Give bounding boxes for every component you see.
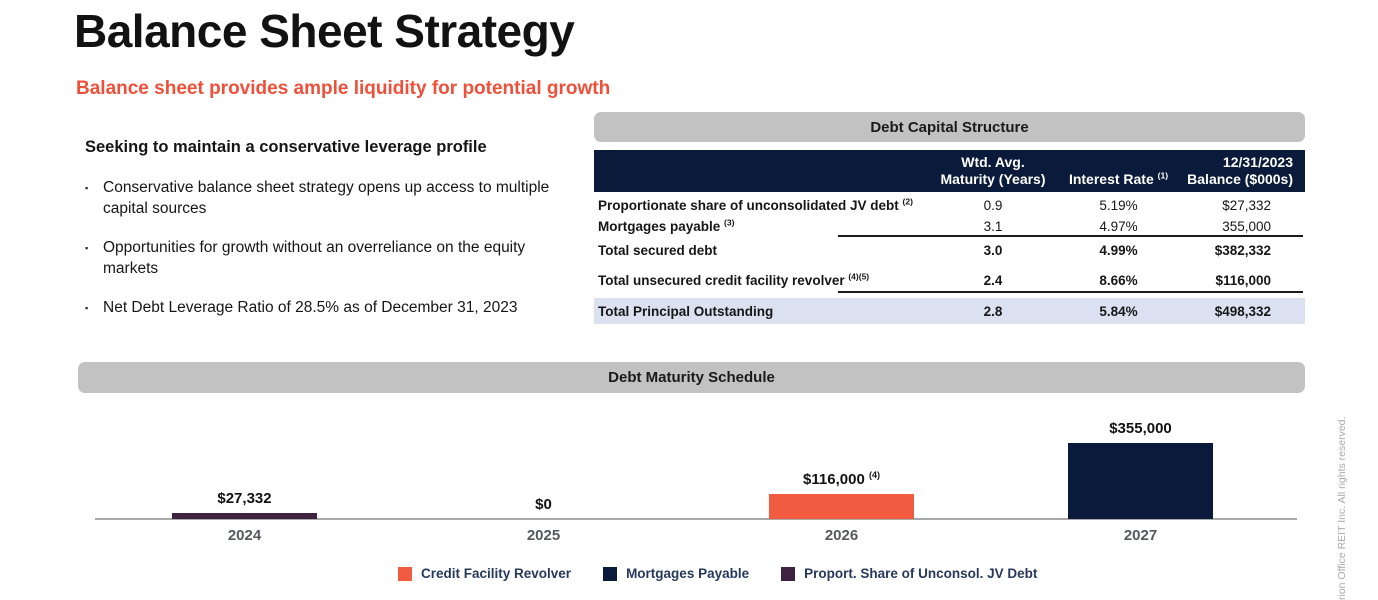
- page-subtitle: Balance sheet provides ample liquidity f…: [76, 78, 611, 99]
- x-axis-tick-2025: 2025: [526, 527, 561, 544]
- legend-swatch-navy: [603, 566, 618, 581]
- header-cell-maturity: Wtd. Avg. Maturity (Years): [940, 153, 1046, 187]
- bar-group-2026: $116,000 (4): [769, 379, 914, 519]
- x-axis-tick-2027: 2027: [1123, 527, 1158, 544]
- vertical-copyright-text: rion Office REIT Inc. All rights reserve…: [1336, 416, 1348, 600]
- legend-item-jv-debt: Proport. Share of Unconsol. JV Debt: [781, 566, 1037, 581]
- leverage-profile-section: Seeking to maintain a conservative lever…: [85, 138, 563, 335]
- bullet-icon: ▪: [85, 183, 89, 193]
- debt-table-header-row: Wtd. Avg. Maturity (Years) Interest Rate…: [594, 150, 1305, 192]
- table-divider-line: [838, 235, 1303, 237]
- legend-swatch-orange: [398, 566, 412, 581]
- bar-mortgages-2027: [1068, 443, 1213, 519]
- section-heading: Seeking to maintain a conservative lever…: [85, 138, 487, 156]
- bullet-item: ▪ Net Debt Leverage Ratio of 28.5% as of…: [85, 297, 563, 318]
- bar-value-label: $355,000: [1109, 420, 1172, 437]
- panel-title: Debt Capital Structure: [870, 118, 1029, 136]
- bar-group-2025: $0: [471, 379, 616, 519]
- x-axis-tick-2026: 2026: [824, 527, 859, 544]
- chart-legend: Credit Facility Revolver Mortgages Payab…: [398, 566, 1037, 581]
- table-row: Mortgages payable (3) 3.1 4.97% 355,000: [598, 217, 1271, 234]
- table-divider-line: [838, 291, 1303, 293]
- table-row-total-secured: Total secured debt 3.0 4.99% $382,332: [598, 242, 1271, 258]
- bar-value-label: $0: [535, 496, 552, 513]
- header-cell-interest-rate: Interest Rate (1): [1068, 170, 1169, 187]
- bullet-text: Net Debt Leverage Ratio of 28.5% as of D…: [103, 298, 518, 316]
- bullet-text: Opportunities for growth without an over…: [103, 238, 526, 278]
- bullet-icon: ▪: [85, 302, 89, 313]
- table-row-unsecured-revolver: Total unsecured credit facility revolver…: [598, 271, 1271, 288]
- bar-group-2024: $27,332: [172, 379, 317, 519]
- page-title: Balance Sheet Strategy: [74, 5, 575, 57]
- bar-credit-facility-2026: [769, 494, 914, 519]
- bullet-text: Conservative balance sheet strategy open…: [103, 179, 550, 218]
- legend-item-mortgages: Mortgages Payable: [603, 566, 749, 581]
- debt-maturity-schedule-header: Debt Maturity Schedule: [78, 362, 1305, 393]
- header-cell-empty: [594, 150, 924, 192]
- header-cell-balance: 12/31/2023 Balance ($000s): [1187, 153, 1293, 187]
- legend-swatch-purple: [781, 566, 796, 581]
- bar-jv-debt-2024: [172, 513, 317, 519]
- debt-table-body: Proportionate share of unconsolidated JV…: [594, 194, 1305, 324]
- bullet-icon: ▪: [85, 242, 89, 253]
- table-row-total-principal: Total Principal Outstanding 2.8 5.84% $4…: [594, 298, 1305, 324]
- bullet-item: ▪ Opportunities for growth without an ov…: [85, 237, 563, 280]
- chart-x-axis-line: [95, 518, 1297, 520]
- bar-value-label: $27,332: [217, 490, 272, 507]
- panel-title: Debt Maturity Schedule: [608, 369, 775, 386]
- bar-value-label: $116,000 (4): [803, 470, 880, 489]
- x-axis-tick-2024: 2024: [227, 527, 262, 544]
- bullet-item: ▪ Conservative balance sheet strategy op…: [85, 177, 563, 220]
- debt-capital-structure-header: Debt Capital Structure: [594, 112, 1305, 142]
- legend-item-credit-facility: Credit Facility Revolver: [398, 566, 571, 581]
- table-row: Proportionate share of unconsolidated JV…: [598, 196, 1271, 213]
- bar-group-2027: $355,000: [1068, 379, 1213, 519]
